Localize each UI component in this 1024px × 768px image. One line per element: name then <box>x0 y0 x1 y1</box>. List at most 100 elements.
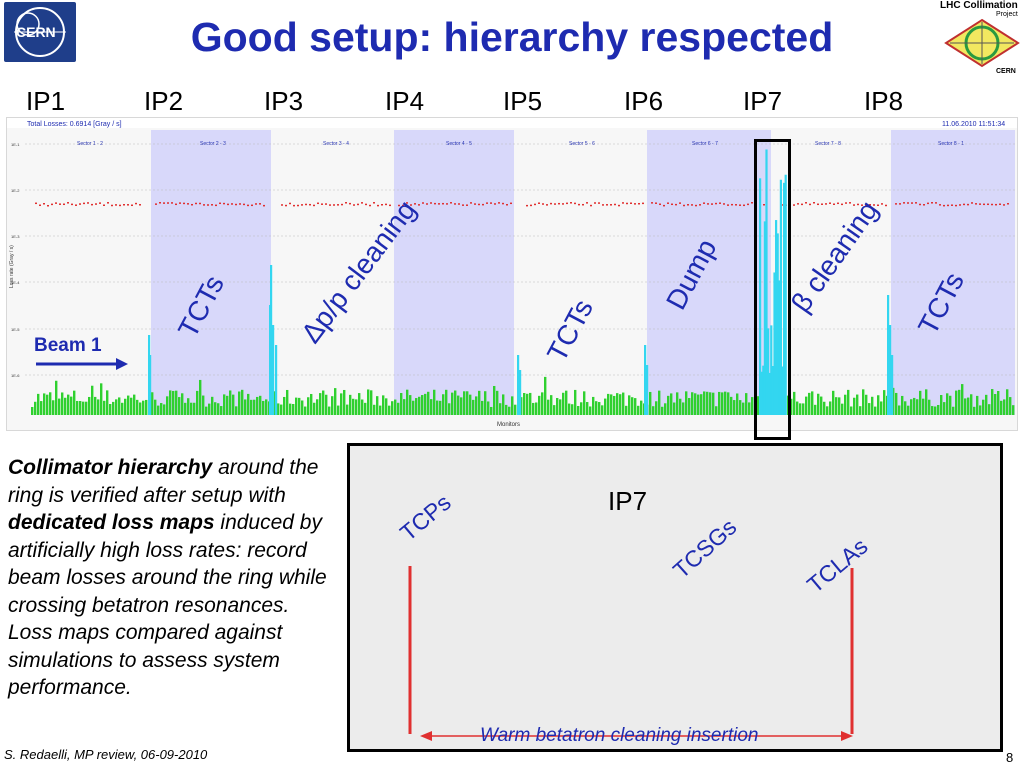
loss-spike <box>770 325 773 415</box>
threshold-dot <box>438 203 440 205</box>
loss-spike <box>784 174 787 415</box>
loss-bar <box>958 389 961 415</box>
loss-bar <box>940 395 943 415</box>
loss-bar <box>61 392 64 415</box>
loss-bar <box>913 397 916 415</box>
ytick-label: 1E-6 <box>11 373 20 378</box>
insertion-caption: Warm betatron cleaning insertion <box>480 725 759 746</box>
loss-bar <box>145 399 148 415</box>
loss-bar <box>343 389 346 415</box>
loss-bar <box>142 400 145 415</box>
loss-bar <box>415 398 418 415</box>
loss-bar <box>1006 389 1009 415</box>
threshold-dot <box>642 202 644 205</box>
loss-bar <box>871 396 874 415</box>
threshold-dot <box>715 202 717 205</box>
threshold-dot <box>691 204 693 206</box>
threshold-dot <box>321 203 323 205</box>
threshold-dot <box>610 204 612 206</box>
loss-bar <box>715 406 718 415</box>
loss-bar <box>349 394 352 415</box>
loss-bar <box>70 396 73 415</box>
shade-ip8 <box>891 130 1015 415</box>
loss-spike <box>781 366 784 415</box>
threshold-dot <box>817 203 819 206</box>
threshold-dot <box>845 202 847 204</box>
loss-bar <box>535 402 538 415</box>
threshold-dot <box>87 202 89 204</box>
loss-spike <box>762 365 765 415</box>
threshold-dot <box>570 202 572 204</box>
threshold-dot <box>590 204 592 207</box>
desc-simulations: Loss maps compared against simulations t… <box>8 621 283 699</box>
loss-bar <box>1000 400 1003 415</box>
loss-bar <box>469 394 472 415</box>
loss-bar <box>1012 405 1015 415</box>
sector-label: Sector 3 - 4 <box>323 141 349 147</box>
threshold-dot <box>195 202 197 205</box>
loss-spike <box>765 149 768 415</box>
loss-bar <box>88 396 91 415</box>
sector-label: Sector 8 - 1 <box>938 141 964 147</box>
loss-bar <box>667 395 670 415</box>
threshold-dot <box>1007 203 1009 205</box>
loss-bar <box>991 389 994 415</box>
threshold-dot <box>586 202 588 204</box>
green-loss-bars <box>31 376 1015 415</box>
threshold-dot <box>135 202 137 205</box>
loss-bar <box>280 404 283 415</box>
loss-bar <box>367 389 370 415</box>
threshold-dot <box>458 203 460 205</box>
loss-bar <box>562 392 565 415</box>
loss-bar <box>124 398 127 415</box>
loss-bar <box>229 390 232 415</box>
threshold-dot <box>598 202 600 204</box>
loss-bar <box>883 390 886 415</box>
loss-bar <box>451 392 454 415</box>
threshold-dot <box>341 203 343 206</box>
loss-bar <box>877 395 880 415</box>
threshold-dot <box>191 203 193 206</box>
threshold-dot <box>466 204 468 206</box>
loss-spike <box>889 325 892 415</box>
loss-bar <box>907 405 910 415</box>
loss-bar <box>433 389 436 415</box>
loss-bar <box>109 404 112 415</box>
cyan-loss-spikes <box>148 149 894 415</box>
loss-bar <box>310 393 313 415</box>
loss-bar <box>94 396 97 415</box>
threshold-dot <box>1003 204 1005 206</box>
loss-bar <box>364 402 367 415</box>
loss-bar <box>454 390 457 415</box>
loss-bar <box>442 394 445 415</box>
lhc-logo-title: LHC Collimation <box>940 0 1018 11</box>
loss-bar <box>316 399 319 415</box>
cern-logo: CERN <box>4 2 76 62</box>
loss-bar <box>994 394 997 415</box>
threshold-dot <box>833 203 835 205</box>
loss-bar <box>811 391 814 415</box>
loss-bar <box>52 400 55 415</box>
loss-bar <box>235 406 238 415</box>
loss-bar <box>472 399 475 415</box>
loss-bar <box>898 405 901 415</box>
loss-bar <box>664 403 667 415</box>
loss-bar <box>673 402 676 415</box>
threshold-dot <box>538 202 540 204</box>
threshold-dot <box>422 202 424 204</box>
loss-bar <box>289 403 292 415</box>
loss-bar <box>298 397 301 415</box>
loss-spike <box>771 366 774 415</box>
threshold-dot <box>285 204 287 207</box>
loss-bar <box>817 393 820 415</box>
threshold-dot <box>566 202 568 205</box>
threshold-dot <box>935 202 937 204</box>
threshold-dot <box>349 202 351 205</box>
loss-bar <box>103 400 106 415</box>
threshold-dot <box>931 202 933 204</box>
threshold-dot <box>919 203 921 206</box>
loss-bar <box>697 394 700 415</box>
loss-bar <box>631 397 634 415</box>
loss-spike <box>759 178 762 415</box>
loss-bar <box>880 401 883 415</box>
